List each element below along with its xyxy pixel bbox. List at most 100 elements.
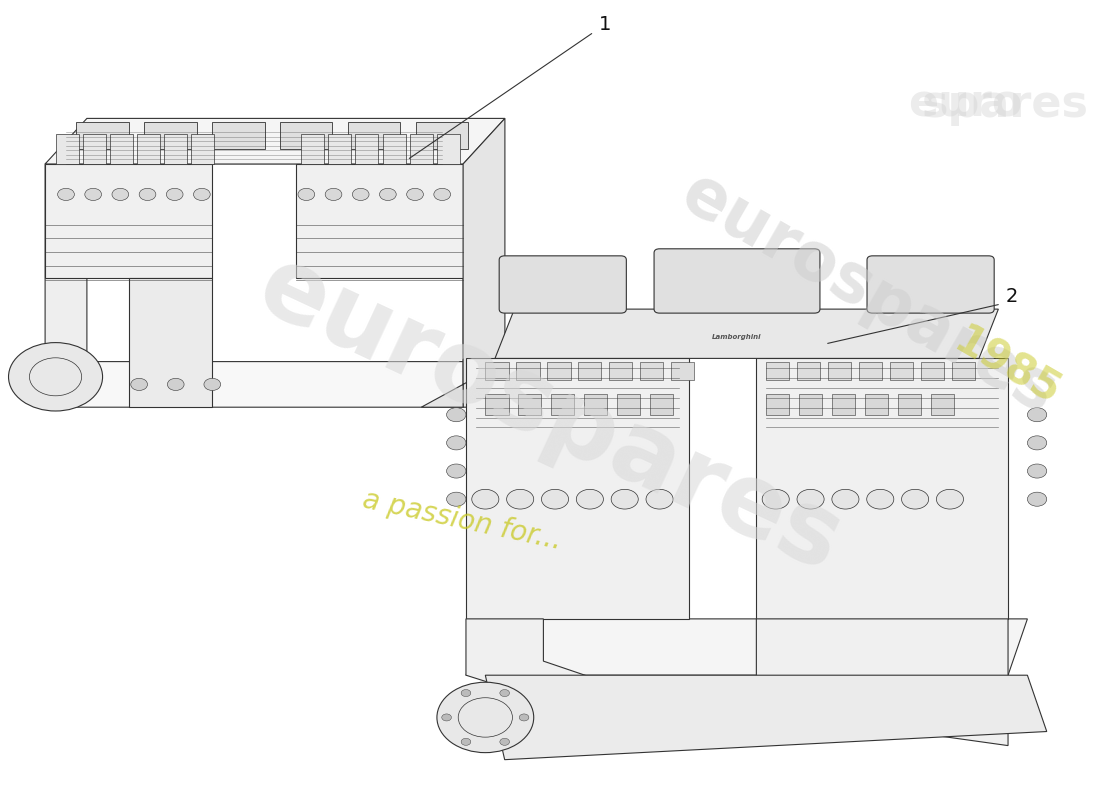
- Bar: [485, 362, 508, 379]
- Circle shape: [576, 490, 604, 509]
- Bar: [383, 134, 406, 164]
- Polygon shape: [212, 122, 265, 149]
- Polygon shape: [45, 134, 87, 407]
- Polygon shape: [348, 122, 400, 149]
- Bar: [328, 134, 351, 164]
- Bar: [437, 134, 460, 164]
- Polygon shape: [45, 118, 505, 164]
- Bar: [931, 394, 954, 414]
- Circle shape: [1027, 436, 1047, 450]
- Circle shape: [352, 188, 368, 201]
- Polygon shape: [495, 309, 999, 358]
- Bar: [766, 394, 790, 414]
- Bar: [952, 362, 975, 379]
- Circle shape: [326, 188, 342, 201]
- Circle shape: [57, 188, 75, 201]
- Circle shape: [1027, 408, 1047, 422]
- Polygon shape: [421, 118, 505, 407]
- Polygon shape: [144, 122, 197, 149]
- Bar: [865, 394, 888, 414]
- Circle shape: [541, 490, 569, 509]
- Bar: [138, 134, 161, 164]
- Polygon shape: [466, 619, 1027, 675]
- Circle shape: [832, 490, 859, 509]
- Polygon shape: [485, 675, 1047, 760]
- Circle shape: [167, 378, 184, 390]
- Polygon shape: [757, 619, 1008, 746]
- Bar: [355, 134, 378, 164]
- Circle shape: [507, 490, 534, 509]
- Text: spares: spares: [922, 82, 1089, 126]
- Circle shape: [131, 378, 147, 390]
- Circle shape: [204, 378, 221, 390]
- Bar: [579, 362, 602, 379]
- Bar: [859, 362, 882, 379]
- Circle shape: [447, 492, 466, 506]
- Text: eurospares: eurospares: [243, 238, 857, 594]
- Bar: [518, 394, 541, 414]
- Circle shape: [519, 714, 529, 721]
- Circle shape: [298, 188, 315, 201]
- Text: eurospares: eurospares: [669, 160, 1067, 428]
- Bar: [584, 394, 607, 414]
- Circle shape: [447, 464, 466, 478]
- Text: Lamborghini: Lamborghini: [713, 334, 761, 340]
- Bar: [890, 362, 913, 379]
- Bar: [551, 394, 574, 414]
- Bar: [485, 394, 508, 414]
- Circle shape: [902, 490, 928, 509]
- Text: 1: 1: [598, 14, 612, 34]
- Circle shape: [1027, 492, 1047, 506]
- Polygon shape: [466, 358, 689, 619]
- FancyBboxPatch shape: [654, 249, 820, 313]
- Bar: [191, 134, 214, 164]
- Bar: [110, 134, 133, 164]
- Circle shape: [407, 188, 424, 201]
- Bar: [766, 362, 790, 379]
- Text: 1985: 1985: [946, 320, 1067, 414]
- Circle shape: [798, 490, 824, 509]
- Circle shape: [1027, 464, 1047, 478]
- Bar: [671, 362, 694, 379]
- Bar: [164, 134, 187, 164]
- Circle shape: [433, 188, 451, 201]
- Polygon shape: [416, 122, 469, 149]
- Circle shape: [447, 436, 466, 450]
- Circle shape: [867, 490, 894, 509]
- FancyBboxPatch shape: [867, 256, 994, 313]
- Bar: [609, 362, 632, 379]
- Circle shape: [461, 738, 471, 746]
- Bar: [548, 362, 571, 379]
- Text: a passion for...: a passion for...: [360, 486, 564, 554]
- Circle shape: [442, 714, 451, 721]
- Polygon shape: [45, 362, 505, 407]
- Bar: [828, 362, 851, 379]
- Circle shape: [112, 188, 129, 201]
- FancyBboxPatch shape: [499, 256, 626, 313]
- Circle shape: [437, 682, 534, 753]
- Circle shape: [447, 408, 466, 422]
- Circle shape: [762, 490, 790, 509]
- Bar: [921, 362, 944, 379]
- Polygon shape: [45, 164, 212, 278]
- Bar: [640, 362, 663, 379]
- Bar: [56, 134, 78, 164]
- Circle shape: [85, 188, 101, 201]
- Bar: [799, 394, 822, 414]
- Bar: [798, 362, 821, 379]
- Circle shape: [646, 490, 673, 509]
- Circle shape: [936, 490, 964, 509]
- Polygon shape: [296, 164, 463, 278]
- Text: 2: 2: [1005, 286, 1019, 306]
- Bar: [410, 134, 432, 164]
- Circle shape: [472, 490, 499, 509]
- Bar: [82, 134, 106, 164]
- Circle shape: [612, 490, 638, 509]
- Bar: [832, 394, 855, 414]
- Circle shape: [499, 738, 509, 746]
- Circle shape: [379, 188, 396, 201]
- Polygon shape: [463, 164, 505, 407]
- Circle shape: [166, 188, 183, 201]
- Circle shape: [461, 690, 471, 697]
- Bar: [650, 394, 673, 414]
